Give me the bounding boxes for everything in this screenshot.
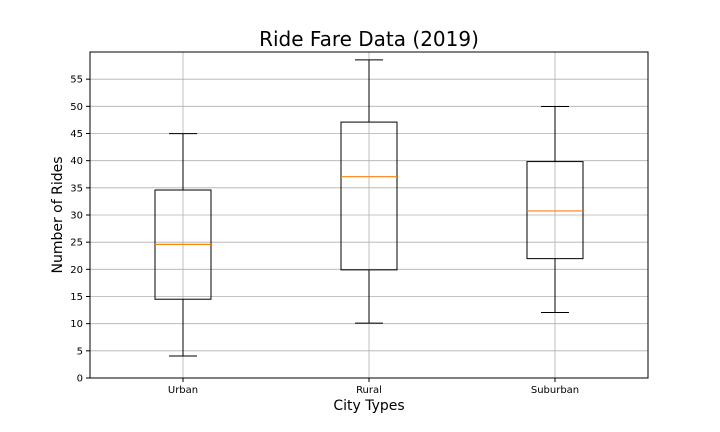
y-tick-label: 5 — [77, 346, 83, 357]
y-tick-label: 25 — [70, 238, 83, 249]
x-axis-label: City Types — [333, 398, 404, 414]
y-tick-label: 55 — [70, 75, 83, 86]
y-tick-label: 10 — [70, 319, 83, 330]
x-tick-label-rural: Rural — [356, 385, 382, 396]
y-tick-label: 0 — [77, 374, 83, 385]
iqr-box — [526, 161, 584, 260]
y-tick-label: 30 — [70, 211, 83, 222]
y-axis-label: Number of Rides — [50, 156, 66, 273]
y-tick-label: 40 — [70, 156, 83, 167]
x-tick-label-urban: Urban — [168, 385, 198, 396]
box-suburban — [526, 106, 584, 314]
box-series — [154, 59, 584, 357]
box-urban — [154, 133, 212, 357]
y-tick-label: 35 — [70, 183, 83, 194]
x-tick-label-suburban: Suburban — [531, 385, 579, 396]
axis-ticks: 0 5 10 15 20 25 30 35 40 45 50 55 Urban Rural Suburban — [70, 75, 579, 396]
y-tick-label: 15 — [70, 292, 83, 303]
y-tick-label: 20 — [70, 265, 83, 276]
y-tick-label: 50 — [70, 102, 83, 113]
iqr-box — [340, 121, 398, 271]
box-rural — [340, 59, 398, 324]
chart-title: Ride Fare Data (2019) — [259, 27, 479, 51]
y-tick-label: 45 — [70, 129, 83, 140]
